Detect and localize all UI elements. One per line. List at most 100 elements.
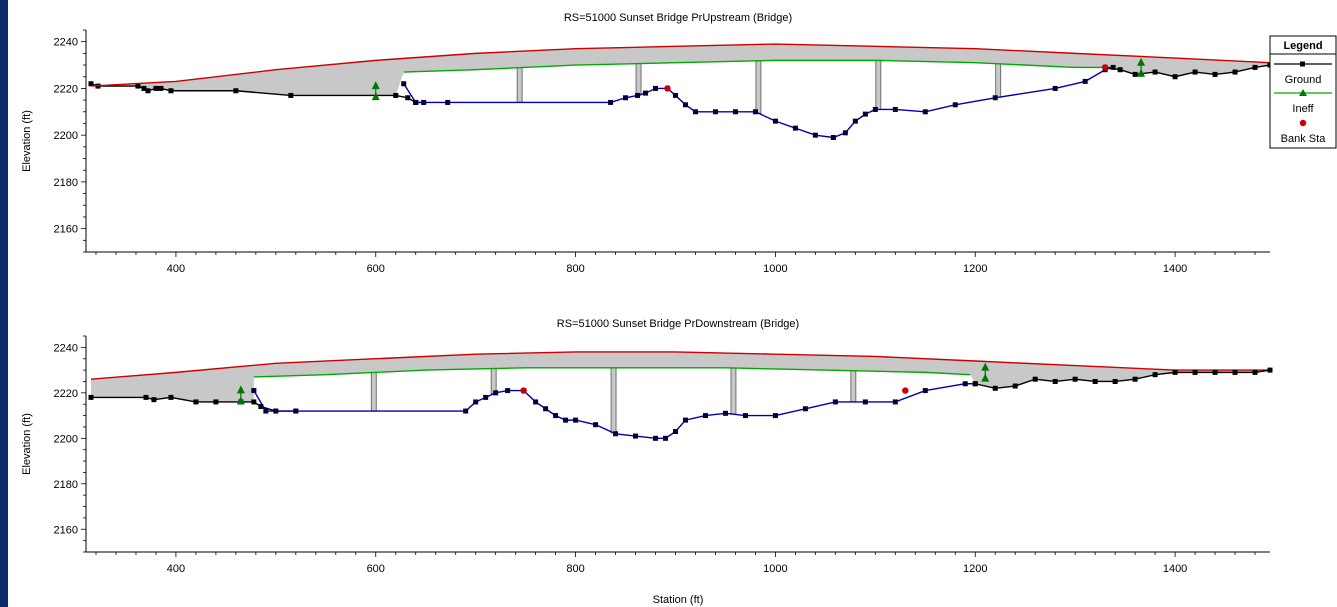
chart-0-series-3-point-24 — [922, 109, 928, 115]
chart-1-xtick-label-1400: 1400 — [1163, 563, 1187, 575]
chart-0-series-4-point-7 — [1232, 69, 1238, 75]
chart-1-ytick-label-2240: 2240 — [54, 342, 78, 354]
chart-0-series-3-point-17 — [812, 132, 818, 138]
chart-0-series-3-point-14 — [752, 109, 758, 115]
chart-1-xtick-label-1000: 1000 — [763, 563, 787, 575]
chart-1-series-0-point-1 — [143, 394, 149, 400]
chart-1-series-3-point-7 — [505, 388, 511, 394]
chart-0-series-3-point-0 — [401, 81, 407, 87]
chart-0-pier-3 — [875, 60, 882, 110]
upstream-plot: RS=51000 Sunset Bridge PrUpstream (Bridg… — [21, 12, 1273, 275]
chart-1-title: RS=51000 Sunset Bridge PrDownstream (Bri… — [557, 318, 799, 330]
chart-1-series-4-point-10 — [1172, 369, 1178, 375]
legend-ineff-label: Ineff — [1292, 103, 1314, 115]
chart-1-series-3-point-9 — [533, 399, 539, 405]
chart-0-series-0-point-3 — [141, 85, 147, 91]
chart-1-ytick-label-2200: 2200 — [54, 433, 78, 445]
chart-1-series-3-point-26 — [832, 399, 838, 405]
chart-1-series-0-point-7 — [251, 399, 257, 405]
chart-1-ineff-down-1 — [981, 373, 990, 382]
chart-1-bank-sta-0 — [520, 387, 527, 394]
chart-window: RS=51000 Sunset Bridge PrUpstream (Bridg… — [8, 0, 1337, 607]
chart-1-series-4-line — [975, 369, 1271, 390]
chart-1-ytick-label-2220: 2220 — [54, 388, 78, 400]
chart-0-series-0-point-6 — [158, 85, 164, 91]
chart-0-series-1-line — [90, 43, 1271, 87]
chart-1-series-3-point-17 — [653, 435, 659, 441]
chart-0-series-4-point-8 — [1252, 64, 1258, 70]
chart-1-series-3-point-6 — [493, 390, 499, 396]
chart-1-series-3-point-16 — [633, 433, 639, 439]
chart-1-series-4-point-13 — [1232, 369, 1238, 375]
chart-1-series-4-point-5 — [1072, 376, 1078, 382]
chart-1-xtick-label-800: 800 — [566, 563, 584, 575]
chart-1-series-4-point-3 — [1032, 376, 1038, 382]
chart-0-series-0-point-5 — [153, 85, 159, 91]
chart-1-series-4-point-1 — [992, 385, 998, 391]
chart-1-series-3-point-24 — [772, 413, 778, 419]
chart-1-series-3-point-15 — [613, 431, 619, 437]
chart-0-series-3-point-18 — [830, 134, 836, 140]
chart-1-series-3-point-12 — [563, 417, 569, 423]
chart-0-series-0-point-11 — [405, 95, 411, 101]
chart-1-deck-fill — [90, 351, 1271, 402]
chart-0-series-3-point-7 — [653, 85, 659, 91]
chart-0-ytick-label-2220: 2220 — [54, 83, 78, 95]
chart-0-series-3-point-10 — [682, 102, 688, 108]
chart-0-series-4-line — [1105, 64, 1271, 78]
chart-0-series-4-point-4 — [1172, 74, 1178, 80]
chart-0-series-3-point-25 — [952, 102, 958, 108]
chart-0-bank-sta-0 — [664, 85, 671, 92]
chart-1-series-2-line — [253, 367, 971, 378]
chart-1-series-3-point-21 — [702, 413, 708, 419]
chart-1-series-3-point-30 — [962, 381, 968, 387]
chart-1-series-4-point-12 — [1212, 369, 1218, 375]
chart-0-series-3-point-9 — [673, 92, 679, 98]
chart-0-series-2-line — [403, 59, 1116, 73]
chart-1-series-3-point-1 — [263, 408, 269, 414]
chart-1-xtick-label-1200: 1200 — [963, 563, 987, 575]
chart-0-series-3-point-13 — [732, 109, 738, 115]
chart-0-series-4-point-6 — [1212, 71, 1218, 77]
chart-1-series-4-point-9 — [1152, 372, 1158, 378]
legend-bank-marker — [1299, 119, 1307, 127]
legend-ineff-marker — [1299, 89, 1307, 96]
legend-ground-marker — [1300, 61, 1305, 67]
chart-0-series-3-point-3 — [608, 99, 614, 105]
chart-0-pier-1 — [635, 63, 642, 96]
chart-0-series-4-point-1 — [1117, 67, 1123, 73]
chart-0-series-0-point-0 — [88, 81, 94, 87]
chart-0-series-3-point-4 — [623, 95, 629, 101]
chart-0-deck-fill — [90, 44, 1271, 96]
chart-1-series-3-point-10 — [543, 406, 549, 412]
chart-1-pier-3 — [730, 367, 737, 415]
chart-0-series-3-point-5 — [635, 92, 641, 98]
chart-0-pier-2 — [755, 60, 762, 114]
chart-0-series-4-point-3 — [1152, 69, 1158, 75]
chart-1-pier-2 — [610, 367, 617, 434]
chart-0-ytick-label-2240: 2240 — [54, 37, 78, 49]
chart-1-series-3-point-25 — [802, 406, 808, 412]
chart-0-xtick-label-1400: 1400 — [1163, 263, 1187, 275]
chart-0-series-0-point-2 — [135, 83, 141, 89]
chart-canvas: RS=51000 Sunset Bridge PrUpstream (Bridg… — [21, 12, 1337, 606]
chart-1-series-3-point-28 — [892, 399, 898, 405]
chart-1-xtick-label-600: 600 — [367, 563, 385, 575]
chart-0-xtick-label-400: 400 — [167, 263, 185, 275]
chart-0-series-3-point-11 — [692, 109, 698, 115]
chart-0-ytick-label-2200: 2200 — [54, 130, 78, 142]
legend-bank-label: Bank Sta — [1281, 133, 1327, 145]
chart-0-series-3-point-23 — [892, 106, 898, 112]
chart-0-pier-4 — [995, 63, 1002, 98]
chart-1-bank-sta-1 — [902, 387, 909, 394]
chart-1-xtick-label-400: 400 — [167, 563, 185, 575]
chart-1-ineff-up-1 — [981, 362, 990, 371]
chart-0-ytick-label-2160: 2160 — [54, 224, 78, 236]
chart-0-ineff-down-1 — [1137, 68, 1146, 77]
chart-1-pier-1 — [490, 368, 497, 395]
chart-0-series-0-point-4 — [145, 88, 151, 94]
chart-1-series-3-point-19 — [673, 428, 679, 434]
chart-1-series-4-point-11 — [1192, 369, 1198, 375]
chart-0-ytick-label-2180: 2180 — [54, 177, 78, 189]
chart-0-series-3-point-2 — [445, 99, 451, 105]
